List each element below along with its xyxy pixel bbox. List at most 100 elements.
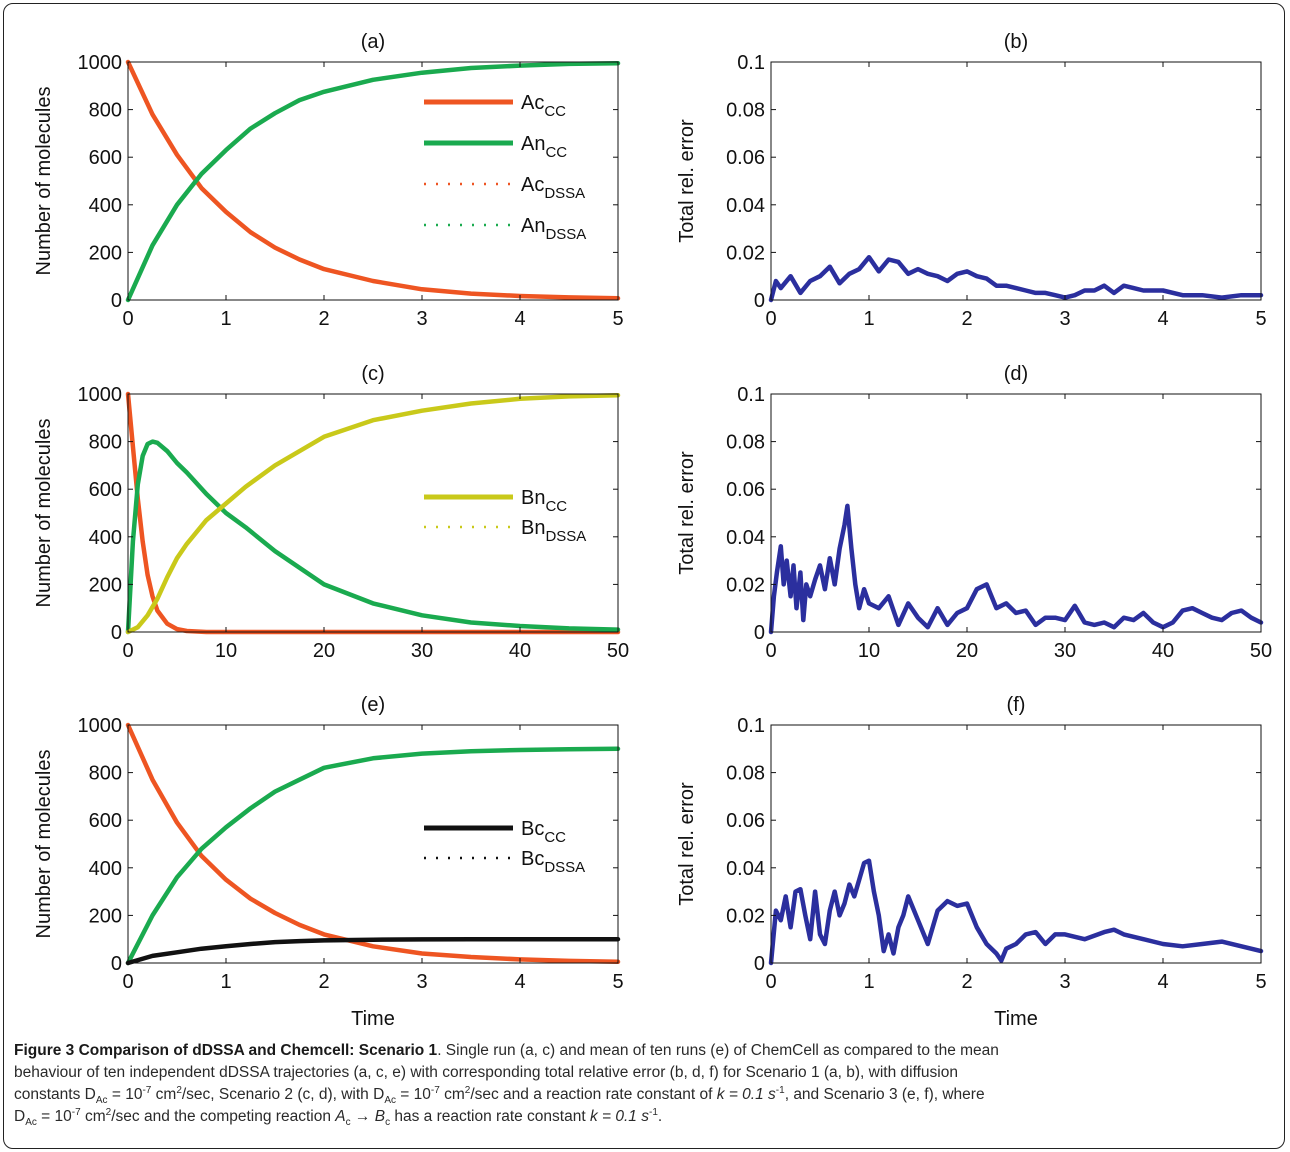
- panel-b-ytick-label: 0.1: [737, 52, 765, 74]
- panel-f-xlabel: Time: [994, 1008, 1038, 1030]
- panel-f-title: (f): [1007, 694, 1026, 716]
- panel-b-series-line-0: [768, 254, 1264, 303]
- panel-a-legend-label: AcDSSA: [521, 174, 585, 202]
- caption-title: Figure 3 Comparison of dDSSA and Chemcel…: [14, 1042, 438, 1059]
- panel-a-legend-label: AnDSSA: [521, 215, 586, 243]
- panel-d-xtick-label: 0: [765, 640, 776, 662]
- panel-e-ylabel: Number of molecules: [33, 750, 55, 939]
- panel-c-ytick-label: 0: [111, 622, 122, 644]
- panel-f-ytick-label: 0.02: [726, 905, 765, 927]
- panel-a-ytick-label: 200: [89, 242, 122, 264]
- caption-line-2: behaviour of ten independent dDSSA traje…: [14, 1064, 958, 1081]
- panel-f-ytick-label: 0: [754, 953, 765, 975]
- panel-f-ytick-label: 0.08: [726, 763, 765, 785]
- panel-c-ytick-label: 200: [89, 574, 122, 596]
- panel-c-title: (c): [361, 363, 384, 385]
- panel-b-ytick-label: 0.04: [726, 195, 765, 217]
- panel-c-ytick-label: 800: [89, 432, 122, 454]
- panel-b-xtick-label: 3: [1059, 308, 1070, 330]
- panel-c: 0 10 20 30 40 50 0 200 400 600 800 1000 (c) Number of…: [33, 363, 629, 662]
- panel-d-xtick-label: 50: [1250, 640, 1272, 662]
- panel-a-legend-label: AcCC: [521, 92, 566, 120]
- panel-e-series-line-2: [125, 936, 621, 966]
- panel-f-xtick-label: 2: [961, 971, 972, 993]
- panel-e: 0 1 2 3 4 5 0 200 400 600 800 1000 (e) Number of mole…: [33, 694, 624, 1030]
- panel-d-ytick-label: 0.1: [737, 384, 765, 406]
- panel-c-axes-box: [127, 393, 619, 633]
- panel-b-xtick-label: 2: [961, 308, 972, 330]
- panel-e-xtick-label: 4: [514, 971, 525, 993]
- panel-e-series-line-1: [125, 746, 621, 966]
- panel-c-ytick-label: 600: [89, 479, 122, 501]
- panel-e-xtick-label: 0: [122, 971, 133, 993]
- panel-d-xtick-label: 30: [1054, 640, 1076, 662]
- panel-e-ytick-label: 0: [111, 953, 122, 975]
- panel-d-title: (d): [1004, 363, 1028, 385]
- panel-d-xtick-label: 40: [1152, 640, 1174, 662]
- panel-a-axes-box: [127, 61, 619, 301]
- panel-d-axes-box: [770, 393, 1262, 633]
- panel-a-ylabel: Number of molecules: [33, 87, 55, 276]
- panel-f-ytick-label: 0.06: [726, 810, 765, 832]
- panel-e-ytick-label: 400: [89, 858, 122, 880]
- panel-b-ytick-label: 0.02: [726, 242, 765, 264]
- caption-line-1: Figure 3 Comparison of dDSSA and Chemcel…: [14, 1040, 1276, 1062]
- panel-a-xtick-label: 2: [318, 308, 329, 330]
- panel-b-ytick-label: 0: [754, 290, 765, 312]
- panel-f-xtick-label: 0: [765, 971, 776, 993]
- panel-e-xlabel: Time: [351, 1008, 395, 1030]
- panel-a: 0 1 2 3 4 5 0 200 400 600 800 1000 (a) Number of mole…: [33, 31, 624, 330]
- panel-f-xtick-label: 3: [1059, 971, 1070, 993]
- panel-b-xtick-label: 1: [863, 308, 874, 330]
- panel-d: 0 10 20 30 40 50 0 0.02 0.04 0.06 0.08 0.1 (d) Total …: [676, 363, 1272, 662]
- panel-c-series-line-1: [125, 439, 621, 635]
- panel-a-series-line-1: [125, 60, 621, 303]
- panel-e-xtick-label: 1: [220, 971, 231, 993]
- panel-a-ytick-label: 800: [89, 100, 122, 122]
- panel-c-legend-label: BnDSSA: [521, 517, 586, 545]
- panel-a-title: (a): [361, 31, 385, 53]
- panel-b-ytick-label: 0.06: [726, 147, 765, 169]
- panel-e-ytick-label: 600: [89, 810, 122, 832]
- panel-f-ytick-label: 0.04: [726, 858, 765, 880]
- panel-e-ytick-label: 200: [89, 905, 122, 927]
- panel-a-xtick-label: 0: [122, 308, 133, 330]
- panel-a-xtick-label: 3: [416, 308, 427, 330]
- panel-b-xtick-label: 0: [765, 308, 776, 330]
- panel-e-ytick-label: 1000: [78, 715, 123, 737]
- panel-b-title: (b): [1004, 31, 1028, 53]
- panel-a-ytick-label: 0: [111, 290, 122, 312]
- panel-b-ylabel: Total rel. error: [676, 119, 698, 243]
- caption-line-3: constants DAc = 10-7 cm2/sec, Scenario 2…: [14, 1084, 985, 1107]
- panel-e-axes-box: [127, 724, 619, 964]
- panel-e-xtick-label: 5: [612, 971, 623, 993]
- panel-c-legend-label: BnCC: [521, 487, 567, 515]
- panel-f-axes-box: [770, 724, 1262, 964]
- panel-a-legend-label: AnCC: [521, 133, 567, 161]
- caption-line-4: DAc = 10-7 cm2/sec and the competing rea…: [14, 1106, 663, 1129]
- panel-c-xtick-label: 0: [122, 640, 133, 662]
- panel-a-ytick-label: 600: [89, 147, 122, 169]
- panel-a-xtick-label: 4: [514, 308, 525, 330]
- figure-frame: [3, 3, 1285, 1149]
- panel-c-xtick-label: 50: [607, 640, 629, 662]
- panel-f-series-line-0: [768, 858, 1264, 966]
- panel-d-ytick-label: 0.06: [726, 479, 765, 501]
- panel-b-ytick-label: 0.08: [726, 100, 765, 122]
- panel-e-xtick-label: 2: [318, 971, 329, 993]
- panel-c-xtick-label: 20: [313, 640, 335, 662]
- panel-b: 0 1 2 3 4 5 0 0.02 0.04 0.06 0.08 0.1 (b) Total rel. …: [676, 31, 1267, 330]
- panel-c-ytick-label: 1000: [78, 384, 123, 406]
- panel-b-axes-box: [770, 61, 1262, 301]
- panel-a-series-line-0: [125, 59, 621, 301]
- panel-d-series-line-0: [768, 503, 1264, 635]
- panel-d-xtick-label: 10: [858, 640, 880, 662]
- panel-f-xtick-label: 4: [1157, 971, 1168, 993]
- panel-c-xtick-label: 30: [411, 640, 433, 662]
- panel-a-ytick-label: 1000: [78, 52, 123, 74]
- panel-e-legend-label: BcCC: [521, 818, 566, 846]
- panel-c-xtick-label: 10: [215, 640, 237, 662]
- panel-c-series-line-2: [125, 392, 621, 635]
- panel-a-xtick-label: 1: [220, 308, 231, 330]
